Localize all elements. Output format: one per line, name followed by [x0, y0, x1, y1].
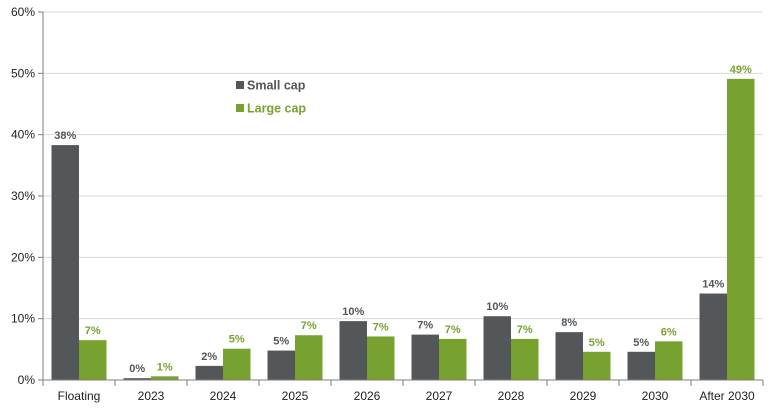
bar-large-cap — [79, 340, 107, 380]
data-label-large-cap: 7% — [85, 325, 101, 337]
x-tick-label: 2026 — [354, 389, 381, 403]
bar-large-cap — [439, 338, 467, 380]
bar-small-cap — [627, 351, 655, 380]
bar-small-cap — [699, 293, 727, 380]
data-label-small-cap: 7% — [417, 320, 433, 332]
data-label-large-cap: 6% — [661, 326, 677, 338]
bar-small-cap — [411, 334, 439, 380]
bar-small-cap — [483, 316, 511, 380]
data-labels: 38% 7% 0% 1% 2% 5% 5% 7% 10% 7% 7% 7% 10% 7% 8% 5% 5% 6% 1… — [54, 64, 752, 375]
x-tick-label: 2028 — [498, 389, 525, 403]
x-tick-label: 2024 — [210, 389, 237, 403]
bar-large-cap — [367, 336, 395, 380]
x-tick-label: 2027 — [426, 389, 453, 403]
bar-large-cap — [655, 341, 683, 380]
bar-large-cap — [727, 78, 755, 380]
data-label-small-cap: 5% — [273, 336, 289, 348]
data-label-large-cap: 5% — [229, 334, 245, 346]
legend-label: Large cap — [247, 102, 306, 116]
bar-small-cap — [195, 365, 223, 380]
data-label-large-cap: 7% — [517, 324, 533, 336]
y-tick-label: 30% — [11, 189, 35, 203]
data-label-small-cap: 2% — [201, 351, 217, 363]
y-tick-label: 20% — [11, 250, 35, 264]
legend-label: Small cap — [247, 79, 306, 93]
data-label-large-cap: 7% — [301, 320, 317, 332]
bar-small-cap — [339, 321, 367, 380]
legend-swatch — [236, 81, 244, 89]
legend-swatch — [236, 104, 244, 112]
y-axis-ticks: 0% 10% 20% 30% 40% 50% 60% — [11, 5, 43, 387]
data-label-small-cap: 10% — [486, 301, 508, 313]
data-label-small-cap: 14% — [702, 279, 724, 291]
y-tick-label: 60% — [11, 5, 35, 19]
bar-small-cap — [123, 378, 151, 380]
x-tick-label: 2029 — [570, 389, 597, 403]
bar-large-cap — [151, 376, 179, 380]
data-label-large-cap: 7% — [445, 324, 461, 336]
data-label-small-cap: 38% — [54, 130, 76, 142]
data-label-large-cap: 7% — [373, 321, 389, 333]
bar-large-cap — [295, 335, 323, 380]
y-tick-label: 40% — [11, 128, 35, 142]
data-label-large-cap: 5% — [589, 337, 605, 349]
data-label-large-cap: 1% — [157, 361, 173, 373]
x-tick-label: 2023 — [138, 389, 165, 403]
x-tick-label: 2030 — [642, 389, 669, 403]
bar-large-cap — [223, 348, 251, 380]
data-label-small-cap: 8% — [561, 317, 577, 329]
gridlines — [43, 11, 763, 320]
bars — [51, 78, 755, 380]
data-label-small-cap: 5% — [633, 337, 649, 349]
data-label-small-cap: 0% — [129, 363, 145, 375]
bar-small-cap — [555, 332, 583, 380]
bar-small-cap — [267, 350, 295, 380]
bar-large-cap — [511, 338, 539, 380]
x-tick-label: 2025 — [282, 389, 309, 403]
x-tick-label: Floating — [58, 389, 101, 403]
y-tick-label: 10% — [11, 312, 35, 326]
data-label-large-cap: 49% — [730, 64, 752, 76]
x-tick-label: After 2030 — [699, 389, 755, 403]
legend: Small cap Large cap — [236, 79, 306, 116]
y-tick-label: 50% — [11, 66, 35, 80]
y-tick-label: 0% — [18, 373, 36, 387]
bar-large-cap — [583, 351, 611, 380]
bar-small-cap — [51, 145, 79, 380]
x-axis-ticks: Floating 2023 2024 2025 2026 2027 2028 2029 2030… — [42, 380, 764, 403]
data-label-small-cap: 10% — [342, 306, 364, 318]
